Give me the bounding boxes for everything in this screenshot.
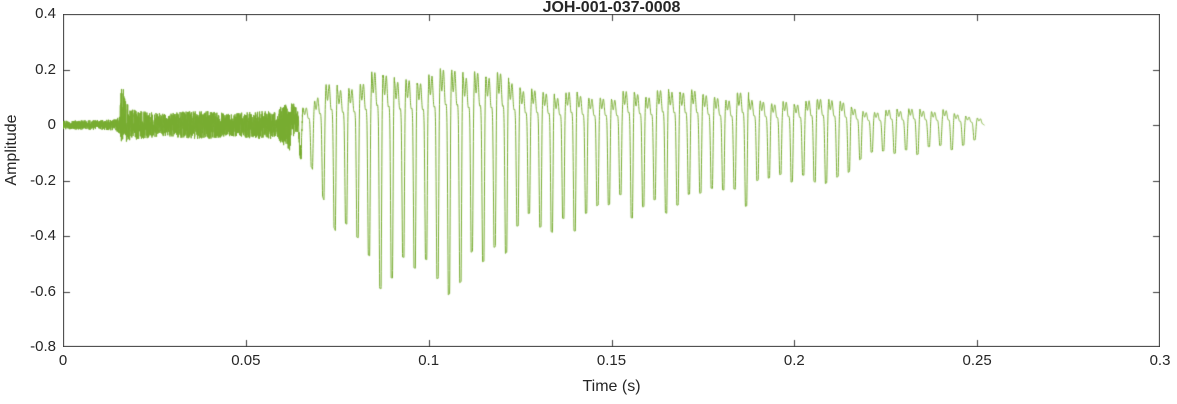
x-tick-label: 0.15 bbox=[596, 352, 627, 369]
y-tick-label: -0.2 bbox=[30, 171, 56, 189]
y-tick-label: 0 bbox=[47, 116, 56, 133]
x-tick-label: 0.3 bbox=[1149, 352, 1171, 369]
y-tick-label: -0.6 bbox=[30, 282, 56, 300]
y-tick-label: 0.2 bbox=[35, 60, 56, 78]
plot-area bbox=[63, 14, 1160, 347]
x-tick-label: 0.1 bbox=[418, 352, 440, 369]
x-axis-label: Time (s) bbox=[582, 378, 641, 395]
y-tick-label: -0.4 bbox=[30, 227, 56, 244]
x-tick-label: 0 bbox=[58, 352, 68, 369]
x-tick-label: 0.25 bbox=[962, 352, 992, 369]
y-tick-label: 0.4 bbox=[35, 5, 56, 22]
x-tick-label: 0.05 bbox=[231, 352, 261, 369]
y-tick-label: -0.8 bbox=[30, 338, 56, 355]
waveform-canvas bbox=[63, 14, 1160, 347]
x-tick-label: 0.2 bbox=[783, 352, 805, 369]
chart-title: JOH-001-037-0008 bbox=[542, 0, 681, 16]
